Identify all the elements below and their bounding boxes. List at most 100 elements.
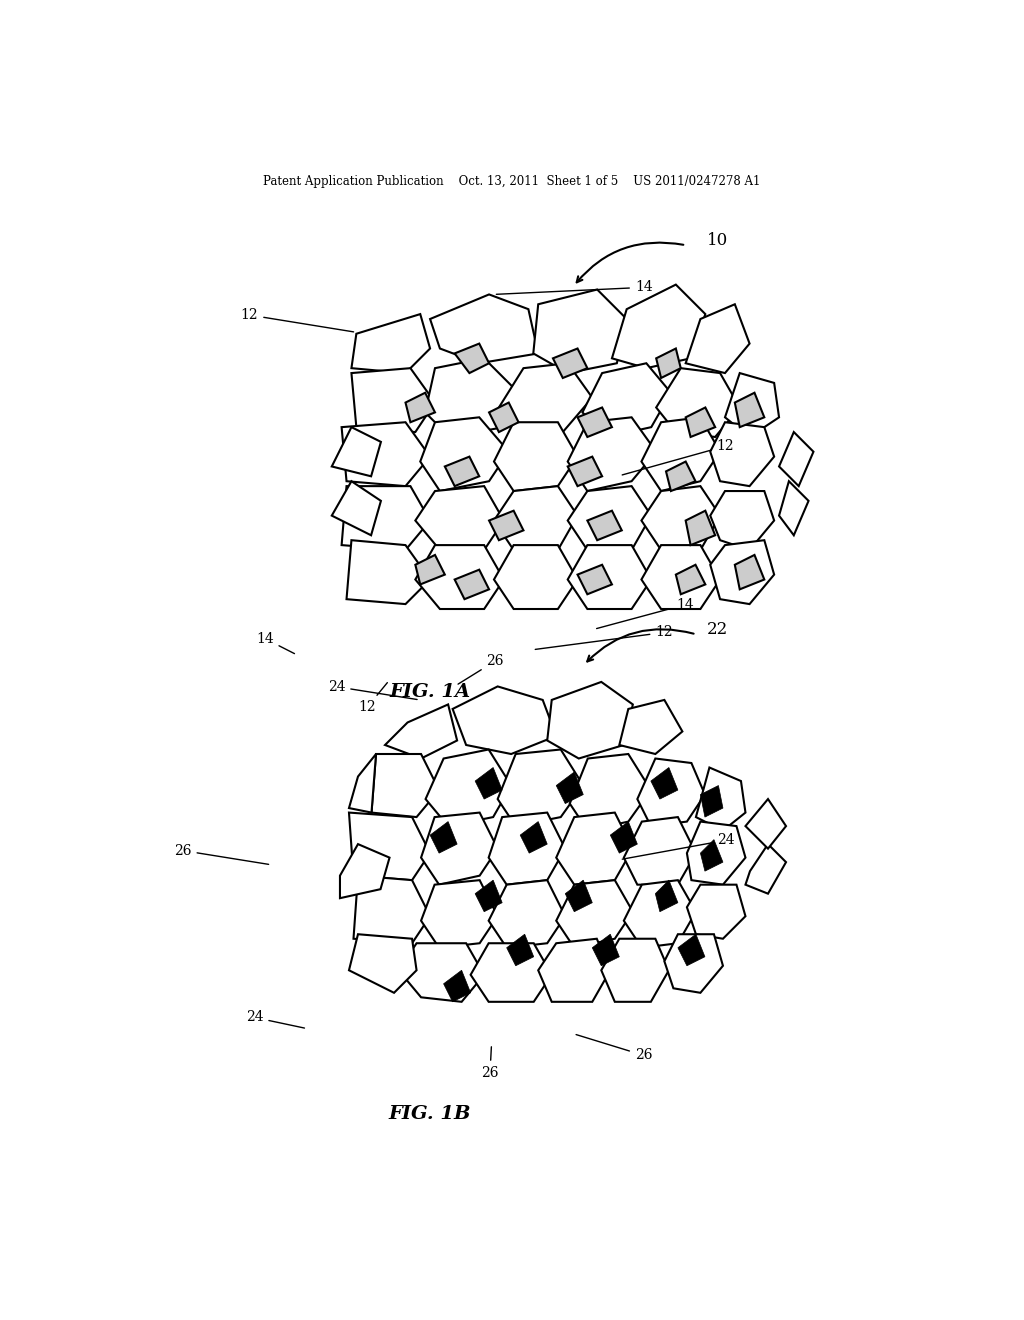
Polygon shape: [567, 486, 651, 550]
Polygon shape: [351, 368, 435, 432]
Polygon shape: [641, 486, 720, 550]
Polygon shape: [687, 821, 745, 884]
Text: FIG. 1B: FIG. 1B: [389, 1105, 471, 1123]
Polygon shape: [665, 935, 723, 993]
Polygon shape: [620, 700, 682, 754]
Polygon shape: [455, 343, 489, 374]
Text: 22: 22: [707, 620, 728, 638]
Polygon shape: [610, 821, 637, 853]
Text: 12: 12: [536, 626, 673, 649]
Text: 26: 26: [458, 655, 504, 684]
Polygon shape: [494, 545, 578, 609]
Polygon shape: [443, 970, 471, 1002]
Polygon shape: [700, 840, 723, 871]
Polygon shape: [346, 540, 430, 605]
Polygon shape: [498, 750, 584, 826]
Polygon shape: [656, 348, 681, 378]
Polygon shape: [569, 754, 651, 830]
Polygon shape: [711, 491, 774, 550]
Polygon shape: [430, 294, 539, 363]
Polygon shape: [342, 486, 430, 550]
Polygon shape: [567, 457, 602, 486]
Polygon shape: [655, 880, 678, 912]
Polygon shape: [420, 417, 509, 491]
Polygon shape: [430, 821, 457, 853]
Polygon shape: [578, 408, 612, 437]
Text: 24: 24: [623, 833, 734, 859]
Polygon shape: [416, 545, 504, 609]
Polygon shape: [556, 813, 633, 884]
Polygon shape: [745, 799, 786, 849]
Polygon shape: [735, 554, 764, 589]
Polygon shape: [425, 358, 518, 437]
Polygon shape: [592, 935, 620, 966]
Polygon shape: [426, 750, 511, 826]
Text: 12: 12: [358, 682, 387, 714]
Text: 10: 10: [707, 231, 728, 248]
Polygon shape: [656, 368, 739, 437]
Text: 24: 24: [328, 680, 417, 700]
Polygon shape: [641, 545, 720, 609]
Text: 26: 26: [481, 1047, 499, 1080]
Text: 12: 12: [241, 308, 353, 331]
Polygon shape: [711, 422, 774, 486]
Polygon shape: [686, 408, 715, 437]
Polygon shape: [349, 813, 430, 880]
Polygon shape: [565, 880, 592, 912]
Polygon shape: [547, 682, 633, 759]
Polygon shape: [455, 570, 489, 599]
Polygon shape: [696, 767, 745, 830]
Text: 26: 26: [577, 1035, 652, 1063]
Polygon shape: [612, 285, 706, 368]
Polygon shape: [507, 935, 534, 966]
Polygon shape: [735, 393, 764, 428]
Polygon shape: [499, 363, 592, 432]
Polygon shape: [725, 374, 779, 437]
Polygon shape: [779, 482, 809, 536]
Polygon shape: [556, 880, 633, 948]
Text: 12: 12: [623, 440, 734, 475]
Polygon shape: [676, 565, 706, 594]
Polygon shape: [583, 363, 671, 437]
Polygon shape: [342, 422, 430, 486]
Polygon shape: [471, 944, 552, 1002]
Polygon shape: [779, 432, 813, 486]
Polygon shape: [588, 511, 622, 540]
Polygon shape: [556, 772, 584, 804]
Text: 14: 14: [256, 631, 295, 653]
Polygon shape: [421, 813, 498, 884]
Polygon shape: [385, 705, 457, 759]
Polygon shape: [494, 422, 578, 491]
Polygon shape: [475, 767, 502, 799]
Polygon shape: [567, 545, 651, 609]
Polygon shape: [444, 457, 479, 486]
Polygon shape: [489, 403, 518, 432]
Polygon shape: [353, 875, 430, 944]
Polygon shape: [398, 944, 484, 1002]
Polygon shape: [666, 462, 695, 491]
Polygon shape: [651, 767, 678, 799]
Text: 24: 24: [246, 1011, 304, 1028]
Polygon shape: [349, 754, 376, 813]
Polygon shape: [332, 482, 381, 536]
Polygon shape: [578, 565, 612, 594]
Polygon shape: [624, 817, 696, 884]
Polygon shape: [711, 540, 774, 605]
Polygon shape: [686, 511, 715, 545]
Polygon shape: [553, 348, 588, 378]
Polygon shape: [539, 939, 610, 1002]
Polygon shape: [686, 305, 750, 374]
Polygon shape: [520, 821, 547, 853]
Polygon shape: [340, 843, 389, 898]
Polygon shape: [475, 880, 502, 912]
Polygon shape: [624, 880, 696, 948]
Polygon shape: [637, 759, 705, 826]
Polygon shape: [494, 486, 578, 550]
Text: 26: 26: [174, 843, 268, 865]
Polygon shape: [745, 843, 786, 894]
Text: Patent Application Publication    Oct. 13, 2011  Sheet 1 of 5    US 2011/0247278: Patent Application Publication Oct. 13, …: [263, 174, 761, 187]
Polygon shape: [601, 939, 669, 1002]
Polygon shape: [351, 314, 430, 374]
Polygon shape: [567, 417, 656, 491]
Polygon shape: [453, 686, 556, 754]
